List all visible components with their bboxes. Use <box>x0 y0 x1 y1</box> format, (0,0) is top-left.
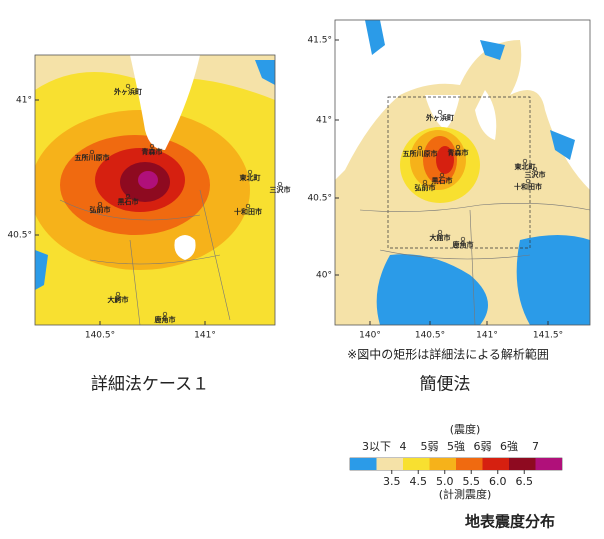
legend-class: 6弱 <box>474 440 492 453</box>
place-marker <box>247 169 253 175</box>
place-label: 十和田市 <box>234 207 262 216</box>
legend-swatch <box>429 458 456 470</box>
x-tick-label: 141.5° <box>533 331 563 341</box>
place-label: 鹿角市 <box>453 240 474 249</box>
y-tick-label: 41° <box>16 96 32 106</box>
place-label: 五所川原市 <box>403 149 438 158</box>
place-marker <box>422 179 428 185</box>
y-tick-label: 41° <box>316 116 332 126</box>
x-tick-label: 140° <box>359 331 381 341</box>
place-label: 五所川原市 <box>75 153 110 162</box>
place-marker <box>277 181 283 187</box>
legend-swatch <box>482 458 509 470</box>
x-tick-label: 140.5° <box>415 331 445 341</box>
place-label: 外ヶ浜町 <box>114 87 142 96</box>
place-label: 弘前市 <box>90 205 111 214</box>
x-tick-label: 141° <box>476 331 498 341</box>
note: ※図中の矩形は詳細法による解析範囲 <box>347 347 549 362</box>
y-tick-label: 40.5° <box>7 231 32 241</box>
legend-swatch <box>403 458 430 470</box>
place-marker <box>437 109 443 115</box>
place-marker <box>417 145 423 151</box>
place-label: 黒石市 <box>432 176 453 185</box>
place-label: 東北町 <box>240 173 261 182</box>
place-label: 大館市 <box>430 233 451 242</box>
place-label: 大鰐市 <box>108 295 129 304</box>
place-marker <box>149 143 155 149</box>
place-marker <box>89 149 95 155</box>
legend-axis-label: (計測震度) <box>439 487 492 501</box>
place-label: 外ヶ浜町 <box>426 113 454 122</box>
legend-value: 5.5 <box>463 475 481 488</box>
legend-swatch <box>350 458 377 470</box>
right-caption: 簡便法 <box>420 375 471 395</box>
x-tick-label: 140.5° <box>85 331 115 341</box>
legend-class: 4 <box>400 440 407 453</box>
legend-swatch <box>535 458 562 470</box>
legend-class: 5強 <box>447 440 465 453</box>
legend-title: (震度) <box>450 422 481 436</box>
y-tick-label: 40.5° <box>307 194 332 204</box>
legend-class: 6強 <box>500 440 518 453</box>
legend-class: 5弱 <box>421 440 439 453</box>
place-marker <box>162 311 168 317</box>
legend-value: 3.5 <box>383 475 401 488</box>
legend-value: 6.0 <box>489 475 507 488</box>
place-label: 青森市 <box>142 147 163 156</box>
place-label: 弘前市 <box>415 183 436 192</box>
place-marker <box>439 172 445 178</box>
legend-swatch <box>456 458 483 470</box>
place-marker <box>125 83 131 89</box>
place-marker <box>245 203 251 209</box>
legend-swatch <box>376 458 403 470</box>
y-tick-label: 41.5° <box>307 36 332 46</box>
legend-value: 4.5 <box>410 475 428 488</box>
legend-value: 5.0 <box>436 475 454 488</box>
place-marker <box>522 158 528 164</box>
x-tick-label: 141° <box>194 331 216 341</box>
place-marker <box>460 236 466 242</box>
left-map <box>35 55 275 325</box>
y-tick-label: 40° <box>316 271 332 281</box>
place-label: 鹿角市 <box>155 315 176 324</box>
legend-class: 3以下 <box>362 440 391 453</box>
figure-title: 地表震度分布 <box>465 513 555 531</box>
legend-swatch <box>509 458 536 470</box>
place-marker <box>437 229 443 235</box>
place-marker <box>455 144 461 150</box>
place-label: 青森市 <box>448 148 469 157</box>
left-caption: 詳細法ケース１ <box>91 375 209 395</box>
right-map <box>335 20 590 325</box>
place-label: 黒石市 <box>118 197 139 206</box>
place-marker <box>525 178 531 184</box>
legend-value: 6.5 <box>516 475 534 488</box>
place-marker <box>115 291 121 297</box>
place-label: 十和田市 <box>514 182 542 191</box>
place-marker <box>532 166 538 172</box>
place-label: 東北町 <box>515 162 536 171</box>
legend-class: 7 <box>532 440 539 453</box>
place-marker <box>97 201 103 207</box>
place-label: 三沢市 <box>525 170 546 179</box>
place-marker <box>125 193 131 199</box>
place-label: 三沢市 <box>270 185 291 194</box>
